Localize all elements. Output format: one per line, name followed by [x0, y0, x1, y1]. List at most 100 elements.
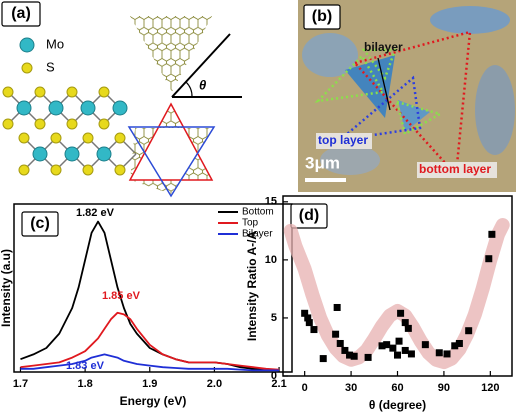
point	[397, 309, 405, 317]
y-axis-title: Intensity (a.u)	[0, 249, 13, 327]
s-atom	[50, 164, 62, 176]
plot-frame	[13, 203, 293, 373]
annotation: 1.85 eV	[102, 290, 141, 302]
s-atom	[66, 118, 78, 130]
flake	[475, 65, 515, 155]
point	[407, 350, 415, 358]
honeycomb-bottom	[130, 104, 214, 194]
panel-b: (b) bilayer top layer bottom layer 3μm	[298, 0, 516, 192]
point	[383, 341, 391, 349]
x-tick-label: 2.1	[271, 378, 286, 390]
scale-bar-label: 3μm	[305, 153, 340, 172]
legend-label: Top	[242, 218, 259, 229]
s-atom	[114, 132, 126, 144]
point	[401, 346, 409, 354]
panel-label: (c)	[30, 215, 50, 232]
angle-arc	[185, 81, 193, 98]
flake	[345, 55, 395, 118]
x-tick-label: 2.0	[207, 378, 222, 390]
red-triangle	[128, 102, 214, 181]
s-atom	[34, 86, 46, 98]
point	[319, 355, 327, 363]
point	[451, 342, 459, 350]
point	[350, 352, 358, 360]
point	[301, 309, 309, 317]
flake	[302, 33, 358, 77]
s-atom	[18, 164, 30, 176]
green-outline	[395, 100, 444, 136]
label-bg	[417, 162, 497, 178]
point	[378, 342, 386, 350]
point	[465, 327, 473, 335]
s-atom	[98, 118, 110, 130]
panel-label: (a)	[11, 5, 31, 22]
label-bg	[316, 133, 372, 149]
x-tick-label: 120	[481, 382, 499, 394]
mo-atom	[16, 100, 32, 116]
s-atom	[2, 118, 14, 130]
panel-label-box	[303, 4, 341, 30]
s-atom	[34, 118, 46, 130]
top-layer-label: top layer	[318, 133, 368, 147]
y-tick-label: 15	[265, 196, 277, 208]
y-tick-label: 10	[265, 254, 277, 266]
x-tick-label: 60	[391, 382, 403, 394]
point	[305, 319, 313, 327]
annotation: 1.83 eV	[66, 360, 105, 372]
bottom-layer-outline	[352, 30, 472, 178]
top-layer-outline	[335, 75, 422, 142]
x-tick-label: 1.7	[13, 378, 28, 390]
angle-line	[171, 33, 231, 98]
series-line	[20, 220, 280, 372]
y-tick-label: 5	[271, 312, 277, 324]
point	[333, 303, 341, 311]
x-tick-label: 90	[438, 382, 450, 394]
bottom-layer-label: bottom layer	[419, 162, 491, 176]
s-atom	[82, 132, 94, 144]
mo-atom	[48, 100, 64, 116]
s-atom	[18, 132, 30, 144]
s-atom	[66, 86, 78, 98]
mo-atom	[96, 146, 112, 162]
flake	[320, 145, 380, 175]
series-line	[20, 311, 280, 371]
s-atom	[114, 164, 126, 176]
pointer	[377, 57, 391, 111]
point	[395, 337, 403, 345]
x-axis-title: θ (degree)	[369, 398, 426, 412]
panel-label-box	[290, 203, 328, 229]
theta-label: θ	[199, 77, 206, 92]
point	[332, 330, 340, 338]
panel-label: (d)	[299, 207, 319, 224]
point	[488, 230, 496, 238]
point	[304, 314, 312, 322]
x-tick-label: 0	[302, 382, 308, 394]
point	[401, 319, 409, 327]
mo-atom	[64, 146, 80, 162]
panel-a: (a) Mo S θ	[1, 1, 242, 198]
point	[346, 351, 354, 359]
point	[435, 349, 443, 357]
s-atom	[98, 86, 110, 98]
s-atom	[2, 86, 14, 98]
green-outline	[361, 48, 397, 81]
point	[341, 346, 349, 354]
mo-atom	[112, 100, 128, 116]
point	[364, 353, 372, 361]
point	[310, 326, 318, 334]
point	[485, 255, 493, 263]
x-tick-label: 1.9	[142, 378, 157, 390]
mo-atom	[80, 100, 96, 116]
y-axis-title: Intensity Ratio A-/A	[245, 231, 259, 342]
point	[394, 351, 401, 359]
y-tick-label: 0	[271, 370, 277, 382]
x-tick-label: 1.8	[77, 378, 92, 390]
panel-label-box	[21, 211, 59, 237]
mo-atom	[32, 146, 48, 162]
annotation: 1.82 eV	[76, 207, 115, 219]
point	[404, 324, 412, 332]
s-atom-key	[21, 62, 33, 74]
mo-atom-key	[19, 37, 35, 53]
mo-key-label: Mo	[46, 36, 64, 51]
